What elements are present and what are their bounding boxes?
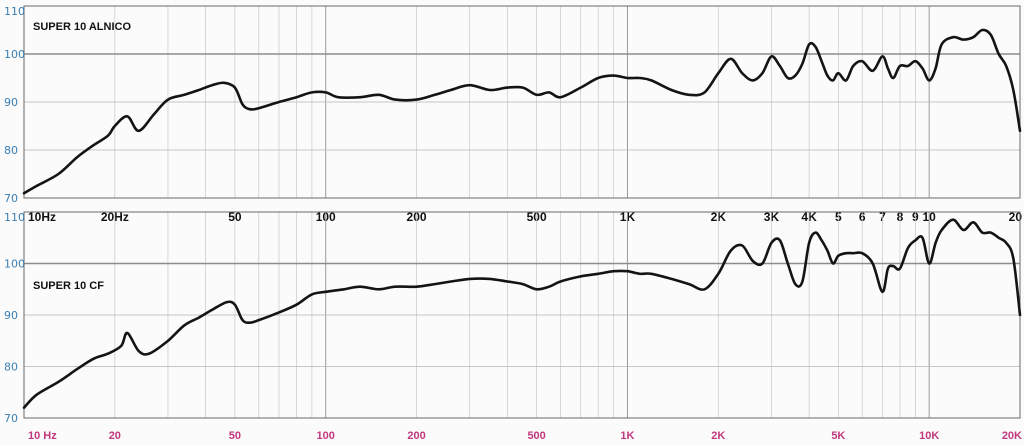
y-tick-label: 70 xyxy=(4,412,18,425)
chart-title: SUPER 10 ALNICO xyxy=(33,21,131,33)
x-tick-label: 1K xyxy=(620,430,634,442)
y-tick-label: 110 xyxy=(4,211,25,224)
y-tick-label: 100 xyxy=(4,48,25,61)
y-tick-label: 110 xyxy=(4,5,25,18)
y-tick-label: 70 xyxy=(4,192,18,205)
plot-frame xyxy=(23,5,1021,199)
series-line xyxy=(22,28,1022,195)
y-tick-label: 90 xyxy=(4,309,18,322)
x-tick-label: 20 xyxy=(109,430,121,442)
x-tick-label: 2K xyxy=(711,430,725,442)
x-tick-label: 200 xyxy=(407,430,425,442)
x-tick-label: 20 xyxy=(1009,210,1023,224)
chart-title: SUPER 10 CF xyxy=(33,280,104,292)
y-tick-label: 80 xyxy=(4,144,18,157)
x-tick-label: 10 Hz xyxy=(28,430,57,442)
x-tick-label: 5K xyxy=(831,430,845,442)
panel-super-10-cf: SUPER 10 CF 70 80 90 100 110 10 Hz 20 50 100 200 5… xyxy=(4,211,1022,442)
y-tick-label: 80 xyxy=(4,361,18,374)
x-tick-label: 500 xyxy=(527,430,545,442)
grid xyxy=(23,5,1021,199)
x-tick-label: 10Hz xyxy=(28,210,56,224)
x-tick-label: 50 xyxy=(229,430,241,442)
y-tick-label: 90 xyxy=(4,96,18,109)
grid xyxy=(23,211,1021,419)
x-tick-label: 10K xyxy=(919,430,939,442)
x-tick-label: 100 xyxy=(317,430,335,442)
x-tick-label: 20K xyxy=(1002,430,1022,442)
series-line xyxy=(22,218,1022,409)
y-tick-label: 100 xyxy=(4,258,25,271)
